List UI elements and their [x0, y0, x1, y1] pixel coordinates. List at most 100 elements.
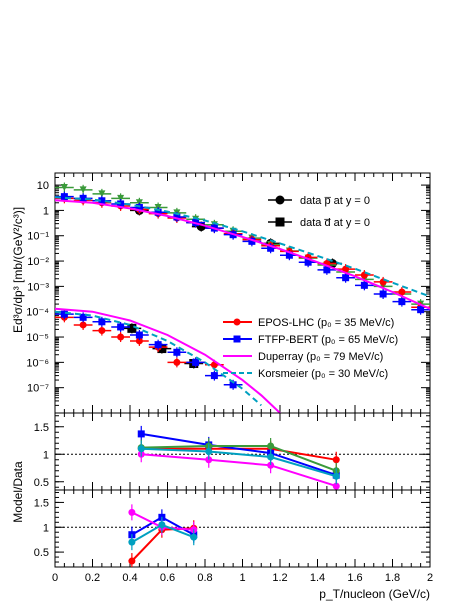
ratio-line-duperray: [141, 453, 337, 488]
curve-korsmeier-p-curve: [55, 196, 430, 298]
ratio-point: [205, 448, 213, 455]
y-tick-label: 10⁻⁶: [26, 357, 49, 369]
legend-label: data p̅ at y = 0: [300, 195, 370, 207]
x-tick-label: 1.6: [347, 572, 362, 584]
data-point-ftfp-p-: [417, 306, 425, 314]
x-tick-label: 2: [427, 572, 433, 584]
data-point-ftfp-p-: [285, 251, 293, 259]
plot-frame: [54, 412, 431, 491]
ratio-point: [190, 533, 198, 541]
x-tick-label: 0: [52, 572, 58, 584]
legend-marker: [233, 318, 241, 326]
data-point-ftfp-p-: [398, 298, 406, 306]
data-point-epos-d-: [117, 333, 125, 341]
data-point-ftfp-d-: [98, 318, 106, 326]
ratio-point: [128, 538, 136, 546]
data-point-green-p-: [79, 186, 87, 194]
y-tick-label: 10⁻⁷: [27, 383, 49, 395]
data-point-ftfp-d-: [229, 381, 237, 389]
legend-label: EPOS-LHC (p₀ = 35 MeV/c): [258, 317, 394, 329]
data-point-epos-d-: [79, 321, 87, 329]
data-point-data-d-: [127, 323, 137, 333]
ratio-point: [332, 472, 340, 480]
data-point-epos-p-: [342, 265, 350, 273]
data-point-ftfp-p-: [323, 266, 331, 274]
x-tick-label: 1.8: [385, 572, 400, 584]
x-tick-label: 1: [239, 572, 245, 584]
y-tick-label: 10⁻⁴: [26, 307, 49, 319]
ratio-panel-antiproton: 1.5 1 0.5: [34, 412, 431, 491]
y-tick-label: 1: [43, 205, 49, 217]
ratio-line-green: [141, 445, 337, 472]
data-point-ftfp-p-: [342, 274, 350, 282]
y-tick-label: 10⁻³: [27, 281, 49, 293]
y-axis-label-ratio: Model/Data: [11, 461, 25, 523]
data-point-green-p-: [98, 190, 106, 198]
legend-label: data d̅ at y = 0: [300, 217, 370, 229]
data-point-epos-d-: [135, 337, 143, 345]
data-point-ftfp-p-: [98, 197, 106, 205]
legend-marker: [275, 195, 285, 205]
data-point-green-p-: [60, 184, 68, 192]
ratio-point: [137, 430, 145, 438]
ratio-line-ftfp-bert: [141, 432, 337, 477]
data-point-ftfp-p-: [79, 194, 87, 202]
ratio-point: [267, 453, 275, 461]
ratio-point: [332, 482, 340, 490]
y-tick-label: 10: [37, 180, 49, 192]
ratio-point: [332, 456, 340, 464]
data-point-ftfp-p-: [360, 281, 368, 289]
data-point-ftfp-d-: [79, 313, 87, 321]
data-point-ftfp-p-: [154, 208, 162, 216]
x-tick-label: 1.2: [272, 572, 287, 584]
ratio-panel-antideuteron: 0 0.2 0.4 0.6 0.8 1 1.2 1.4 1.6 1.8 2 1.5 1 0.5: [34, 489, 433, 584]
data-point-ftfp-p-: [173, 213, 181, 221]
ratio-line-korsmeier: [141, 447, 337, 478]
data-point-ftfp-d-: [135, 331, 143, 339]
legend-label: FTFP-BERT (p₀ = 65 MeV/c): [258, 334, 398, 346]
ratio-point: [267, 461, 275, 469]
legend-label: Korsmeier (p₀ = 30 MeV/c): [258, 368, 388, 380]
ratio-point: [137, 445, 145, 453]
ratio-point: [205, 456, 213, 464]
x-tick-label: 0.6: [160, 572, 175, 584]
y-tick-label: 1: [43, 449, 49, 461]
plot-area: [137, 425, 340, 490]
spectra-panel: 10 1 10⁻¹ 10⁻² 10⁻³ 10⁻⁴ 10⁻⁵ 10⁻⁶ 10⁻⁷ data p̅ a…: [26, 172, 431, 414]
legend-marker: [275, 217, 285, 227]
data-point-ftfp-p-: [248, 237, 256, 245]
curve-duperray-d-curve: [55, 307, 281, 413]
x-axis-label: p_T/nucleon (GeV/c): [319, 587, 430, 601]
data-point-data-d-: [157, 344, 167, 354]
y-tick-label: 0.5: [34, 547, 49, 559]
data-point-epos-p-: [398, 288, 406, 296]
ratio-point: [158, 521, 166, 529]
data-point-ftfp-d-: [173, 348, 181, 356]
x-tick-label: 0.4: [122, 572, 137, 584]
y-tick-label: 10⁻⁵: [26, 332, 49, 344]
data-point-ftfp-d-: [210, 372, 218, 380]
plot-area: [55, 182, 430, 413]
data-point-ftfp-p-: [117, 200, 125, 208]
y-tick-label: 1.5: [34, 422, 49, 434]
curve-duperray-p-curve: [55, 199, 430, 310]
x-tick-label: 0.2: [85, 572, 100, 584]
y-tick-label: 10⁻¹: [27, 231, 49, 243]
ratio-point: [128, 557, 136, 565]
ratio-point: [267, 442, 275, 450]
x-tick-label: 0.8: [197, 572, 212, 584]
y-axis-label-spectra: Ed³σ/dp³ [mb/(GeV²/c³)]: [11, 207, 25, 333]
data-point-ftfp-d-: [117, 323, 125, 331]
data-point-ftfp-p-: [304, 258, 312, 266]
data-point-ftfp-d-: [60, 310, 68, 318]
data-point-ftfp-d-: [192, 358, 200, 366]
data-point-epos-d-: [173, 358, 181, 366]
plot-frame: [54, 489, 431, 568]
data-point-ftfp-p-: [135, 204, 143, 212]
y-tick-label: 1.5: [34, 497, 49, 509]
data-point-ftfp-p-: [60, 193, 68, 201]
data-point-epos-d-: [98, 327, 106, 335]
ratio-point: [128, 508, 136, 516]
data-point-ftfp-p-: [379, 290, 387, 298]
